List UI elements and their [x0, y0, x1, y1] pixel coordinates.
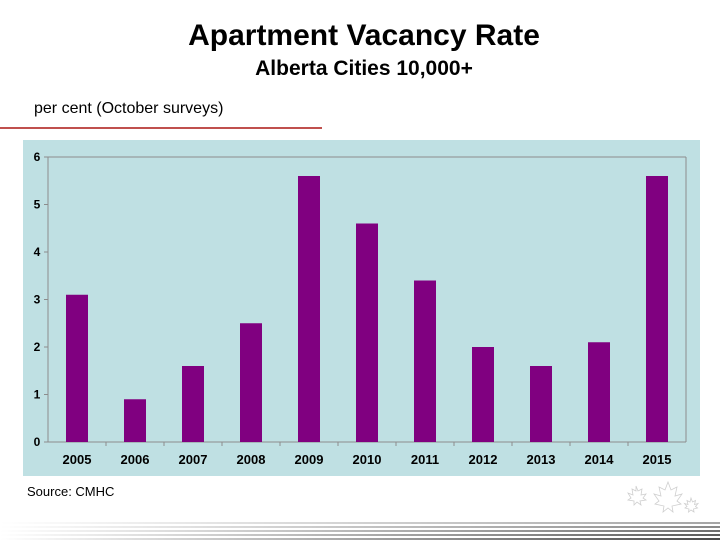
- bar-2010: [356, 223, 378, 442]
- x-tick-label: 2007: [179, 452, 208, 467]
- y-tick-label: 0: [34, 435, 41, 449]
- x-tick-label: 2014: [585, 452, 615, 467]
- bar-2007: [182, 366, 204, 442]
- bar-2014: [588, 342, 610, 442]
- chart-area: 0 1 2 3 4 5 6 2005 2006 2007 2008 2009 2010 2011 2012 2…: [23, 140, 700, 476]
- bar-2013: [530, 366, 552, 442]
- bar-2015: [646, 176, 668, 442]
- source-note: Source: CMHC: [27, 484, 115, 499]
- y-tick-label: 6: [34, 150, 41, 164]
- y-tick-label: 1: [34, 388, 41, 402]
- y-tick-label: 2: [34, 340, 41, 354]
- bar-2011: [414, 280, 436, 442]
- bar-2005: [66, 294, 88, 442]
- units-label: per cent (October surveys): [34, 100, 224, 117]
- accent-rule: [0, 127, 322, 129]
- x-tick-label: 2008: [237, 452, 266, 467]
- footer-stripes: [0, 522, 720, 540]
- y-tick-label: 5: [34, 198, 41, 212]
- chart-title: Apartment Vacancy Rate: [188, 19, 540, 52]
- bar-2012: [472, 347, 494, 442]
- x-tick-label: 2005: [63, 452, 92, 467]
- bar-2009: [298, 176, 320, 442]
- bar-chart: 0 1 2 3 4 5 6 2005 2006 2007 2008 2009 2010 2011 2012 2…: [34, 150, 687, 467]
- bar-2008: [240, 323, 262, 442]
- y-tick-label: 4: [34, 245, 41, 259]
- x-tick-label: 2009: [295, 452, 324, 467]
- chart-subtitle: Alberta Cities 10,000+: [255, 57, 473, 80]
- bar-2006: [124, 399, 146, 442]
- x-tick-label: 2006: [121, 452, 150, 467]
- x-tick-label: 2010: [353, 452, 382, 467]
- x-tick-label: 2011: [411, 452, 439, 467]
- maple-leaf-logo-icon: [626, 480, 700, 513]
- x-tick-label: 2015: [643, 452, 672, 467]
- y-tick-label: 3: [34, 293, 41, 307]
- x-tick-label: 2013: [527, 452, 556, 467]
- x-tick-label: 2012: [469, 452, 498, 467]
